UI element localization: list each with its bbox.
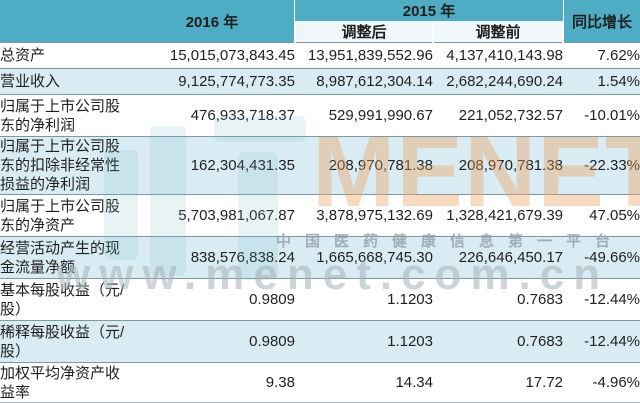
- value-2016: 162,304,431.35: [130, 136, 295, 195]
- value-2015-pre-adjust: 208,970,781.38: [433, 136, 564, 195]
- value-2016: 9,125,774,773.35: [130, 68, 295, 95]
- header-yoy-growth: 同比增长: [563, 0, 640, 43]
- value-2015-pre-adjust: 0.7683: [433, 320, 564, 363]
- table-row: 归属于上市公司股东的净资产 5,703,981,067.87 3,878,975…: [0, 194, 640, 237]
- value-2015-adjusted: 14.34: [295, 362, 433, 403]
- table-header: 2016 年 2015 年 同比增长 调整后 调整前: [0, 0, 640, 43]
- value-2015-adjusted: 8,987,612,304.14: [295, 68, 433, 95]
- value-2015-pre-adjust: 4,137,410,143.98: [433, 42, 564, 69]
- table-row: 营业收入 9,125,774,773.35 8,987,612,304.14 2…: [0, 68, 640, 95]
- table-row: 归属于上市公司股东的净利润 476,933,718.37 529,991,990…: [0, 94, 640, 137]
- value-2016: 9.38: [130, 362, 295, 403]
- header-2015: 2015 年: [295, 0, 564, 21]
- value-2016: 15,015,073,843.45: [130, 42, 295, 69]
- header-2016: 2016 年: [130, 0, 295, 43]
- value-2015-adjusted: 1,665,668,745.30: [295, 236, 433, 279]
- row-label: 营业收入: [0, 68, 130, 95]
- row-label: 归属于上市公司股东的净利润: [0, 94, 130, 137]
- value-2015-pre-adjust: 226,646,450.17: [433, 236, 564, 279]
- value-2015-pre-adjust: 0.7683: [433, 278, 564, 321]
- row-label: 总资产: [0, 42, 130, 69]
- table-row: 归属于上市公司股东的扣除非经常性损益的净利润 162,304,431.35 20…: [0, 136, 640, 195]
- value-growth: -10.01%: [563, 94, 640, 137]
- value-growth: -4.96%: [563, 362, 640, 403]
- header-empty-cell: [0, 0, 130, 43]
- table-row: 加权平均净资产收益率 9.38 14.34 17.72 -4.96%: [0, 362, 640, 403]
- value-2016: 0.9809: [130, 320, 295, 363]
- value-2016: 0.9809: [130, 278, 295, 321]
- table-row: 稀释每股收益（元/股） 0.9809 1.1203 0.7683 -12.44%: [0, 320, 640, 363]
- value-2015-pre-adjust: 1,328,421,679.39: [433, 194, 564, 237]
- value-2015-adjusted: 208,970,781.38: [295, 136, 433, 195]
- table-body: 总资产 15,015,073,843.45 13,951,839,552.96 …: [0, 42, 640, 403]
- value-growth: -22.33%: [563, 136, 640, 195]
- value-growth: 7.62%: [563, 42, 640, 69]
- value-2015-adjusted: 13,951,839,552.96: [295, 42, 433, 69]
- row-label: 基本每股收益（元/股）: [0, 278, 130, 321]
- value-growth: -12.44%: [563, 278, 640, 321]
- subheader-adjusted-before: 调整前: [431, 21, 565, 43]
- row-label: 归属于上市公司股东的扣除非经常性损益的净利润: [0, 136, 130, 195]
- value-growth: 47.05%: [563, 194, 640, 237]
- row-label: 加权平均净资产收益率: [0, 362, 130, 403]
- value-2016: 476,933,718.37: [130, 94, 295, 137]
- value-growth: -49.66%: [563, 236, 640, 279]
- value-2015-adjusted: 529,991,990.67: [295, 94, 433, 137]
- value-2015-pre-adjust: 17.72: [433, 362, 564, 403]
- value-growth: -12.44%: [563, 320, 640, 363]
- table-row: 总资产 15,015,073,843.45 13,951,839,552.96 …: [0, 42, 640, 69]
- row-label: 归属于上市公司股东的净资产: [0, 194, 130, 237]
- value-growth: 1.54%: [563, 68, 640, 95]
- subheader-adjusted-after: 调整后: [294, 21, 434, 43]
- row-label: 经营活动产生的现金流量净额: [0, 236, 130, 279]
- row-label: 稀释每股收益（元/股）: [0, 320, 130, 363]
- value-2015-pre-adjust: 2,682,244,690.24: [433, 68, 564, 95]
- value-2015-adjusted: 3,878,975,132.69: [295, 194, 433, 237]
- value-2015-adjusted: 1.1203: [295, 320, 433, 363]
- value-2016: 838,576,838.24: [130, 236, 295, 279]
- value-2015-pre-adjust: 221,052,732.57: [433, 94, 564, 137]
- value-2015-adjusted: 1.1203: [295, 278, 433, 321]
- value-2016: 5,703,981,067.87: [130, 194, 295, 237]
- table-row: 基本每股收益（元/股） 0.9809 1.1203 0.7683 -12.44%: [0, 278, 640, 321]
- table-row: 经营活动产生的现金流量净额 838,576,838.24 1,665,668,7…: [0, 236, 640, 279]
